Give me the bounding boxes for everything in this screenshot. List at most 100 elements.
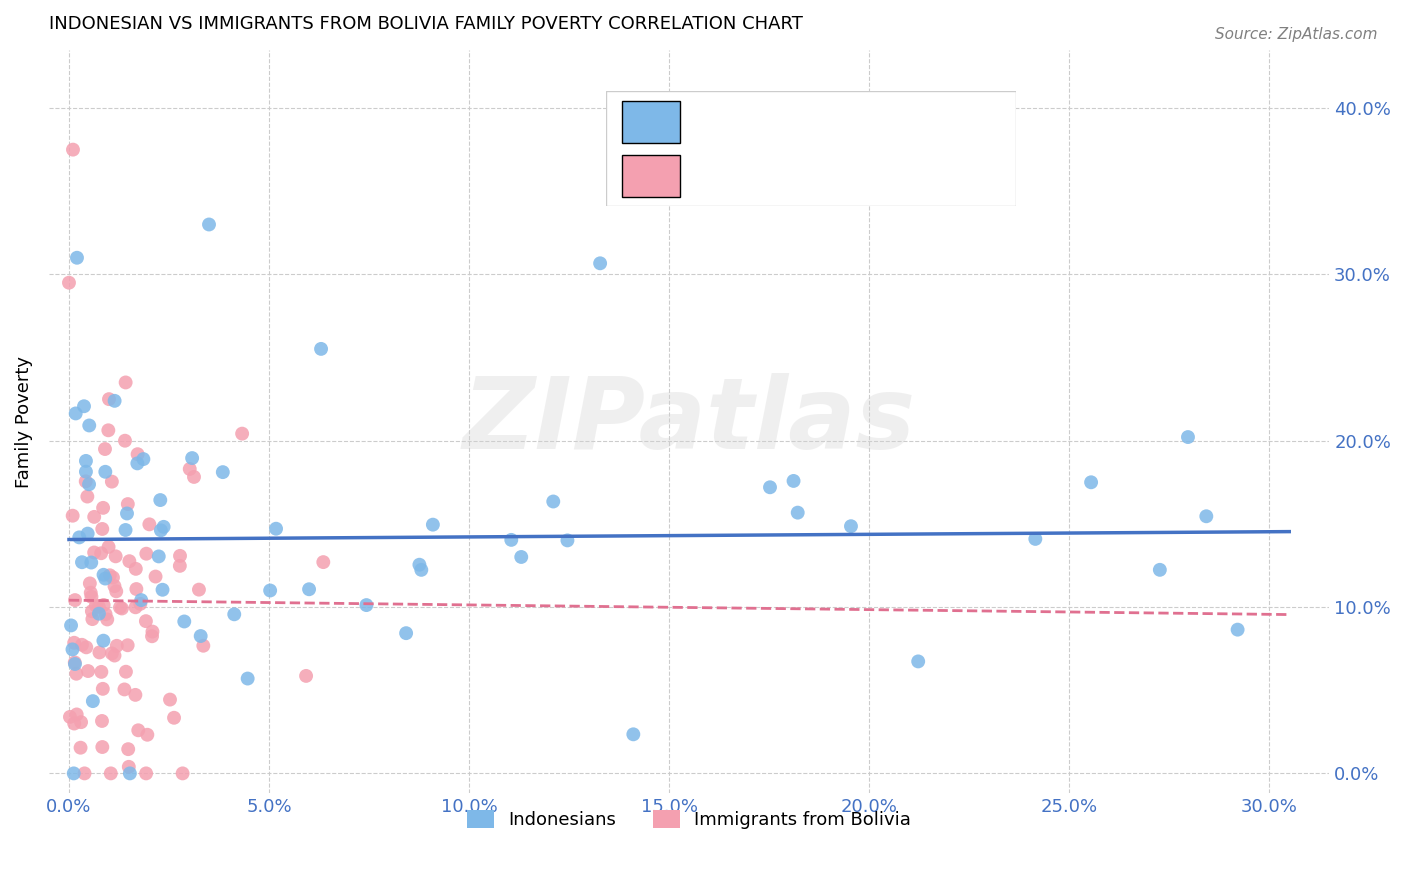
Indonesians	[77, 418, 100, 433]
Immigrants from Bolivia	[231, 426, 253, 441]
Immigrants from Bolivia	[79, 576, 101, 591]
Indonesians	[77, 477, 100, 491]
Immigrants from Bolivia	[127, 723, 149, 738]
Immigrants from Bolivia	[84, 599, 107, 613]
Immigrants from Bolivia	[91, 714, 114, 728]
Immigrants from Bolivia	[114, 434, 136, 448]
Immigrants from Bolivia	[127, 447, 149, 461]
Indonesians	[94, 465, 117, 479]
Indonesians	[298, 582, 321, 597]
Immigrants from Bolivia	[135, 766, 157, 780]
Indonesians	[501, 533, 523, 547]
Indonesians	[127, 456, 149, 470]
Indonesians	[264, 522, 287, 536]
Indonesians	[181, 451, 204, 466]
Immigrants from Bolivia	[69, 740, 91, 755]
Indonesians	[118, 766, 141, 780]
Immigrants from Bolivia	[87, 599, 110, 614]
Immigrants from Bolivia	[183, 470, 205, 484]
Immigrants from Bolivia	[295, 669, 318, 683]
Immigrants from Bolivia	[59, 710, 82, 724]
Indonesians	[173, 615, 195, 629]
Immigrants from Bolivia	[97, 540, 120, 554]
Indonesians	[62, 766, 84, 780]
Indonesians	[62, 642, 84, 657]
Immigrants from Bolivia	[58, 276, 80, 290]
Indonesians	[1024, 532, 1046, 546]
Immigrants from Bolivia	[104, 549, 127, 564]
Indonesians	[759, 480, 782, 494]
Indonesians	[114, 523, 136, 537]
Indonesians	[94, 572, 117, 586]
Immigrants from Bolivia	[117, 497, 139, 511]
Immigrants from Bolivia	[75, 475, 97, 489]
Indonesians	[149, 524, 172, 538]
Indonesians	[76, 526, 98, 541]
Immigrants from Bolivia	[90, 546, 112, 560]
Indonesians	[66, 251, 89, 265]
Indonesians	[557, 533, 579, 548]
Immigrants from Bolivia	[65, 666, 87, 681]
Immigrants from Bolivia	[63, 656, 86, 670]
Indonesians	[1195, 509, 1218, 524]
Immigrants from Bolivia	[169, 549, 191, 563]
Indonesians	[422, 517, 444, 532]
Indonesians	[82, 694, 104, 708]
Indonesians	[309, 342, 332, 356]
Immigrants from Bolivia	[94, 607, 117, 622]
Indonesians	[104, 393, 127, 408]
Immigrants from Bolivia	[108, 600, 131, 615]
Immigrants from Bolivia	[83, 509, 105, 524]
Immigrants from Bolivia	[63, 716, 86, 731]
Indonesians	[782, 474, 804, 488]
Indonesians	[115, 507, 138, 521]
Y-axis label: Family Poverty: Family Poverty	[15, 356, 32, 488]
Indonesians	[621, 727, 644, 741]
Indonesians	[132, 452, 155, 467]
Immigrants from Bolivia	[312, 555, 335, 569]
Indonesians	[1177, 430, 1199, 444]
Indonesians	[543, 494, 565, 508]
Indonesians	[198, 218, 221, 232]
Immigrants from Bolivia	[101, 475, 124, 489]
Indonesians	[152, 520, 174, 534]
Indonesians	[786, 506, 808, 520]
Indonesians	[152, 582, 174, 597]
Immigrants from Bolivia	[90, 665, 112, 679]
Immigrants from Bolivia	[136, 728, 159, 742]
Immigrants from Bolivia	[97, 423, 120, 437]
Text: INDONESIAN VS IMMIGRANTS FROM BOLIVIA FAMILY POVERTY CORRELATION CHART: INDONESIAN VS IMMIGRANTS FROM BOLIVIA FA…	[49, 15, 803, 33]
Immigrants from Bolivia	[117, 638, 139, 652]
Immigrants from Bolivia	[111, 601, 134, 615]
Indonesians	[129, 593, 152, 607]
Immigrants from Bolivia	[141, 624, 163, 639]
Indonesians	[236, 672, 259, 686]
Immigrants from Bolivia	[98, 568, 121, 582]
Immigrants from Bolivia	[76, 490, 98, 504]
Immigrants from Bolivia	[141, 629, 163, 643]
Indonesians	[259, 583, 281, 598]
Indonesians	[356, 598, 378, 612]
Immigrants from Bolivia	[83, 545, 105, 559]
Immigrants from Bolivia	[118, 554, 141, 568]
Immigrants from Bolivia	[62, 143, 84, 157]
Immigrants from Bolivia	[135, 614, 157, 628]
Immigrants from Bolivia	[172, 766, 194, 780]
Indonesians	[148, 549, 170, 564]
Immigrants from Bolivia	[115, 665, 138, 679]
Indonesians	[93, 567, 115, 582]
Immigrants from Bolivia	[89, 645, 111, 659]
Immigrants from Bolivia	[91, 500, 114, 515]
Immigrants from Bolivia	[187, 582, 209, 597]
Immigrants from Bolivia	[82, 612, 104, 626]
Immigrants from Bolivia	[75, 640, 97, 655]
Immigrants from Bolivia	[105, 584, 128, 599]
Immigrants from Bolivia	[73, 766, 96, 780]
Indonesians	[67, 530, 90, 544]
Immigrants from Bolivia	[101, 570, 124, 584]
Indonesians	[65, 406, 87, 420]
Immigrants from Bolivia	[98, 392, 121, 406]
Indonesians	[63, 657, 86, 671]
Indonesians	[149, 493, 172, 508]
Indonesians	[75, 465, 97, 479]
